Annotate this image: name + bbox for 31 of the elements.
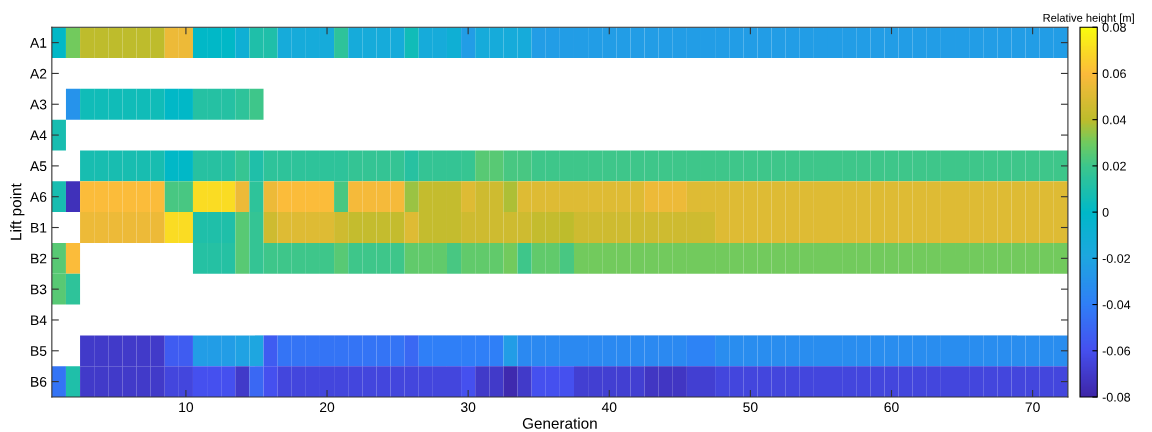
- y-tick-label: A2: [30, 68, 47, 79]
- x-tick-label: 30: [460, 402, 476, 413]
- y-tick-label: B1: [31, 223, 47, 233]
- x-tick-label: 10: [179, 402, 194, 413]
- color-bar-label: -0.04: [1102, 300, 1131, 310]
- x-axis-title: Generation: [522, 417, 597, 429]
- color-bar-label: 0.08: [1102, 23, 1126, 32]
- y-tick-label: A1: [30, 38, 47, 48]
- x-tick-label: 40: [601, 402, 617, 413]
- x-tick-label: 50: [743, 402, 758, 413]
- color-bar-label: 0.04: [1102, 115, 1127, 125]
- color-bar-label: 0.06: [1102, 69, 1126, 79]
- color-bar-label: -0.06: [1102, 346, 1131, 356]
- x-tick-label: 60: [884, 402, 899, 413]
- y-tick-label: B4: [31, 315, 47, 325]
- color-bar-label: -0.08: [1102, 392, 1131, 402]
- x-tick-label: 70: [1025, 402, 1040, 413]
- y-tick-label: A6: [30, 192, 47, 202]
- y-tick-label: B2: [31, 253, 47, 264]
- y-tick-label: A3: [30, 99, 47, 110]
- y-tick-label: B5: [31, 346, 47, 356]
- x-tick-label: 20: [320, 402, 335, 413]
- color-bar-title: Relative height [m]: [1043, 13, 1134, 24]
- y-tick-label: A4: [30, 130, 47, 141]
- color-bar-label: 0: [1102, 207, 1109, 217]
- y-tick-label: B3: [31, 284, 47, 295]
- y-tick-label: B6: [31, 376, 47, 387]
- color-bar-label: 0.02: [1102, 161, 1126, 171]
- color-bar-label: -0.02: [1102, 254, 1130, 263]
- y-axis-title: Lift point: [10, 183, 25, 240]
- y-tick-label: A5: [30, 161, 47, 172]
